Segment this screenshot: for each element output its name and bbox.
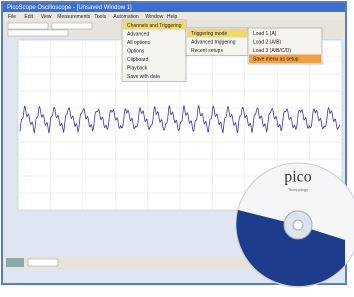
dropdown-item[interactable]: Advanced [127, 31, 149, 37]
dropdown-item[interactable]: Triggering mode [191, 31, 227, 37]
menu-item[interactable]: File [8, 14, 16, 20]
dropdown-item[interactable]: Channels and Triggering [127, 23, 182, 29]
dropdown-item[interactable]: Load 3 (A/B/C/D) [253, 48, 291, 54]
window-title: PicoScope Oscilloscope - [Unsaved Window… [7, 5, 132, 11]
toolbar-field[interactable] [52, 23, 92, 29]
dropdown-item[interactable]: Load 2 (A/B) [253, 39, 281, 45]
dropdown-item[interactable]: Save with data [127, 74, 160, 80]
dropdown-item[interactable]: Playback [127, 65, 148, 71]
dropdown-item[interactable]: Load 1 (A) [253, 31, 277, 37]
toolbar-field[interactable] [8, 23, 48, 29]
screenshot: PicoScope Oscilloscope - [Unsaved Window… [0, 0, 354, 292]
dropdown-item[interactable]: Clipboard [127, 57, 149, 63]
menu-item[interactable]: Tools [94, 14, 106, 20]
menu-item[interactable]: View [41, 14, 52, 20]
dropdown-item[interactable]: Advanced triggering [191, 39, 236, 45]
disc-tagline: Technology [288, 187, 308, 192]
menu-item[interactable]: Automation [113, 14, 139, 20]
status-field [28, 259, 58, 266]
menu-item[interactable]: Window [145, 14, 163, 20]
disc-brand: pico [284, 169, 312, 186]
menu-item[interactable]: Edit [24, 14, 33, 20]
toolbar-field[interactable] [8, 30, 68, 36]
dropdown-item[interactable]: Recent setups [191, 48, 223, 54]
disc-hole [293, 220, 303, 230]
menu-item[interactable]: Help [167, 14, 178, 20]
status-icon [6, 258, 24, 267]
cd: pico Technology [236, 163, 354, 287]
dropdown-item[interactable]: All options [127, 40, 151, 46]
dropdown-item[interactable]: Save menu as setup [253, 56, 299, 62]
dropdown-item[interactable]: Options [127, 48, 145, 54]
menu-item[interactable]: Measurements [57, 14, 91, 20]
